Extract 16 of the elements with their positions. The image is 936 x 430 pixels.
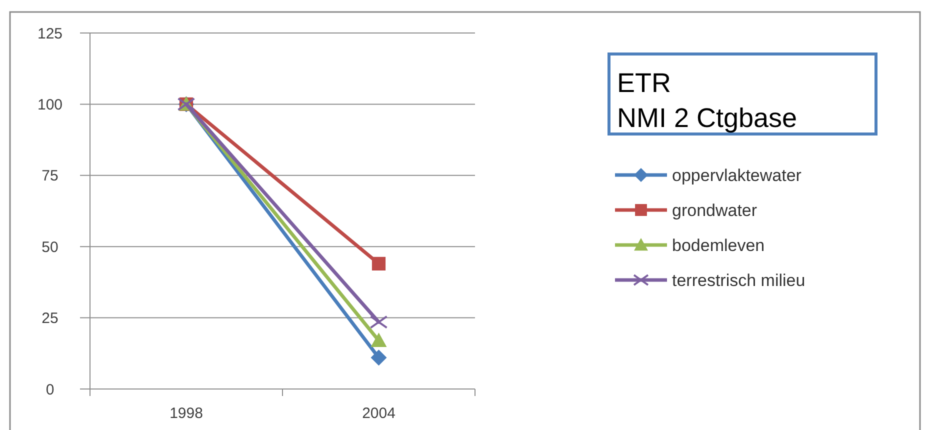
y-tick-label: 125 [37, 25, 63, 42]
legend-label: bodemleven [672, 236, 765, 255]
x-tick-label: 2004 [362, 405, 396, 422]
text: ETR NMI 2 Ctgbase [617, 68, 798, 133]
legend-label: terrestrisch milieu [672, 270, 806, 290]
y-tick-label: 50 [42, 238, 58, 256]
y-tick-label: 0 [46, 381, 54, 398]
legend-label: grondwater [672, 200, 758, 220]
x-tick-label: 1998 [170, 405, 203, 422]
point [370, 315, 388, 329]
legend-label: oppervlaktewater [672, 166, 802, 185]
y-tick-label: 100 [37, 96, 63, 114]
point [370, 350, 387, 366]
y-tick-label: 25 [42, 310, 58, 328]
point [372, 256, 386, 270]
y-tick-label: 75 [42, 168, 58, 185]
